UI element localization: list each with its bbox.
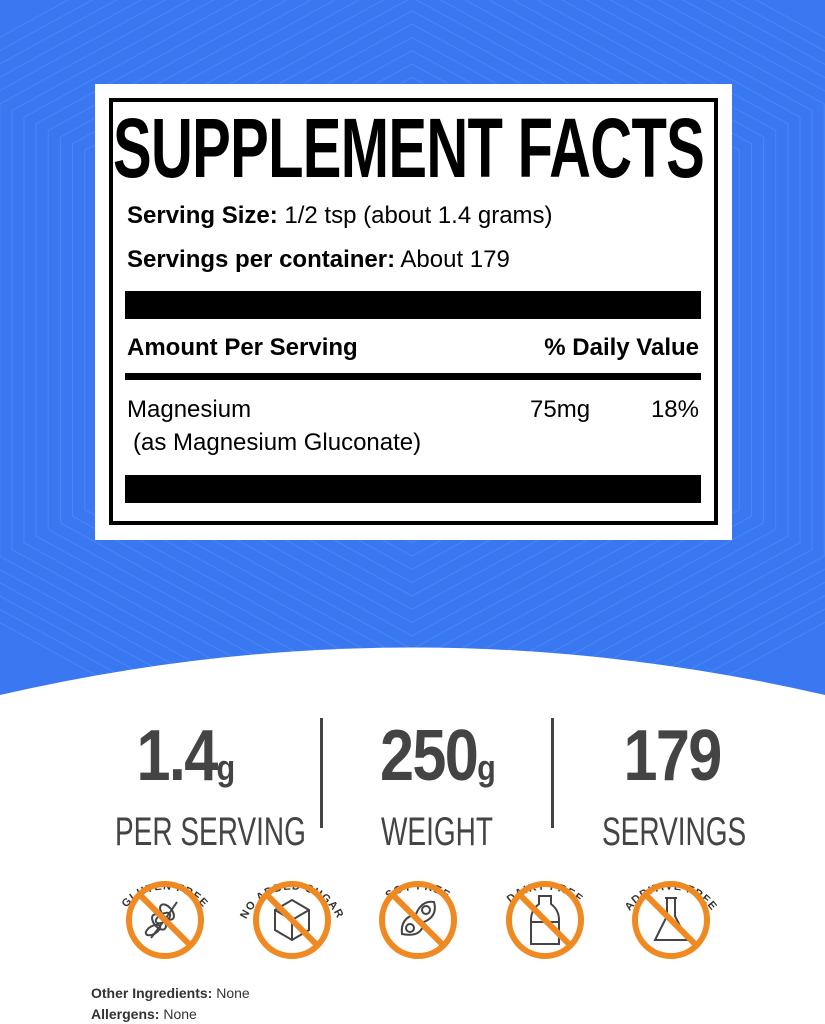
supplement-facts-panel: SUPPLEMENT FACTS Serving Size: 1/2 tsp (… bbox=[95, 84, 732, 540]
allergens: Allergens: None bbox=[91, 1006, 197, 1022]
ingredient-name: Magnesium bbox=[127, 396, 252, 423]
prohibited-circle-icon bbox=[506, 881, 584, 959]
badge-no-added-sugar: NO ADDED SUGAR bbox=[238, 880, 345, 959]
stat-divider bbox=[551, 718, 554, 828]
ingredient-source: (as Magnesium Gluconate) bbox=[133, 429, 422, 456]
divider-rule bbox=[125, 373, 701, 380]
prohibited-circle-icon bbox=[632, 881, 710, 959]
badge-additive-free: ADDITIVE FREE bbox=[623, 880, 718, 959]
ingredient-amount: 75mg bbox=[530, 396, 591, 423]
prohibited-circle-icon bbox=[253, 881, 331, 959]
prohibited-circle-icon bbox=[379, 881, 457, 959]
badge-row: GLUTEN FREE NO ADDED SUGAR SOY FREE DAIRY F… bbox=[120, 880, 718, 959]
stat-per-serving: 1.4g PER SERVING bbox=[115, 716, 306, 854]
badge-gluten-free: GLUTEN FREE bbox=[120, 880, 209, 959]
divider-bar bbox=[125, 291, 701, 319]
prohibited-circle-icon bbox=[126, 881, 204, 959]
serving-size: Serving Size: 1/2 tsp (about 1.4 grams) bbox=[127, 202, 553, 229]
ingredient-dv: 18% bbox=[650, 396, 699, 423]
divider-bar bbox=[125, 475, 701, 503]
stat-weight: 250g WEIGHT bbox=[379, 716, 496, 854]
panel-title: SUPPLEMENT FACTS bbox=[113, 101, 705, 195]
servings-per-container: Servings per container: About 179 bbox=[127, 246, 510, 273]
amount-header: Amount Per Serving bbox=[127, 334, 358, 361]
badge-dairy-free: DAIRY FREE bbox=[505, 880, 584, 959]
other-ingredients: Other Ingredients: None bbox=[91, 985, 250, 1001]
stat-servings: 179 SERVINGS bbox=[602, 716, 747, 854]
soybean-icon bbox=[400, 900, 436, 936]
dv-header: % Daily Value bbox=[544, 334, 699, 361]
badge-soy-free: SOY FREE bbox=[379, 880, 457, 959]
stat-divider bbox=[320, 718, 323, 828]
